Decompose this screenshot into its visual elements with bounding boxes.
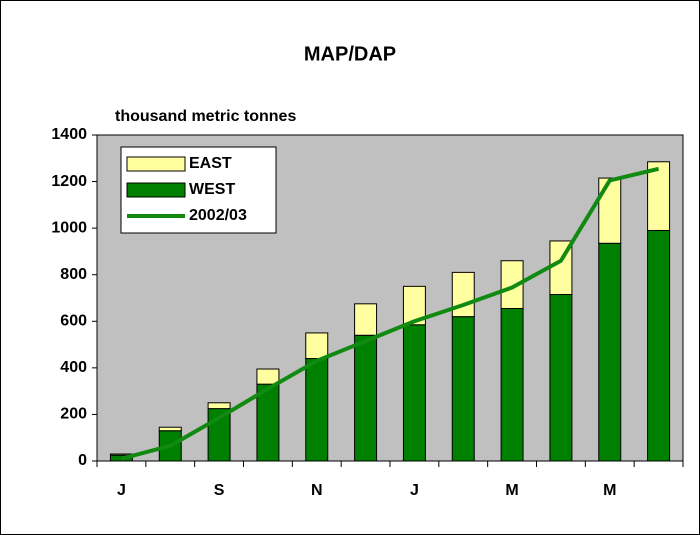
bar-segment <box>598 242 622 462</box>
bar-segment <box>451 271 475 318</box>
bar-segment <box>305 332 329 360</box>
bar-segment <box>402 324 426 462</box>
y-tick-label: 1000 <box>51 219 87 236</box>
x-tick-label: M <box>505 482 518 499</box>
bar-segment <box>647 229 671 462</box>
bar-segment <box>451 316 475 462</box>
bar-segment <box>500 307 524 462</box>
legend-label: 2002/03 <box>189 207 247 224</box>
bar-segment <box>158 426 182 432</box>
legend-swatch <box>126 156 186 172</box>
x-tick-label: J <box>410 482 419 499</box>
y-tick-label: 0 <box>78 452 87 469</box>
legend-label: WEST <box>189 181 235 198</box>
chart-title: MAP/DAP <box>304 43 396 65</box>
y-axis-label: thousand metric tonnes <box>115 108 296 125</box>
bar-segment <box>354 334 378 462</box>
x-tick-label: J <box>117 482 126 499</box>
bar-segment <box>256 368 280 385</box>
y-tick-label: 1200 <box>51 173 87 190</box>
legend-label: EAST <box>189 155 232 172</box>
line-series <box>120 166 660 461</box>
bar-segment <box>305 358 329 462</box>
bar-segment <box>354 303 378 336</box>
y-tick-label: 800 <box>60 266 87 283</box>
x-tick-label: M <box>603 482 616 499</box>
y-tick-label: 600 <box>60 313 87 330</box>
bar-segment <box>500 260 524 309</box>
legend-swatch <box>126 182 186 198</box>
bar-segment <box>402 285 426 326</box>
bar-segment <box>549 294 573 462</box>
bar-segment <box>598 177 622 244</box>
y-tick-label: 200 <box>60 406 87 423</box>
bar-segment <box>207 402 231 410</box>
x-tick-label: S <box>214 482 225 499</box>
bar-segment <box>647 161 671 231</box>
y-tick-label: 1400 <box>51 126 87 143</box>
y-tick-label: 400 <box>60 359 87 376</box>
x-tick-label: N <box>311 482 323 499</box>
